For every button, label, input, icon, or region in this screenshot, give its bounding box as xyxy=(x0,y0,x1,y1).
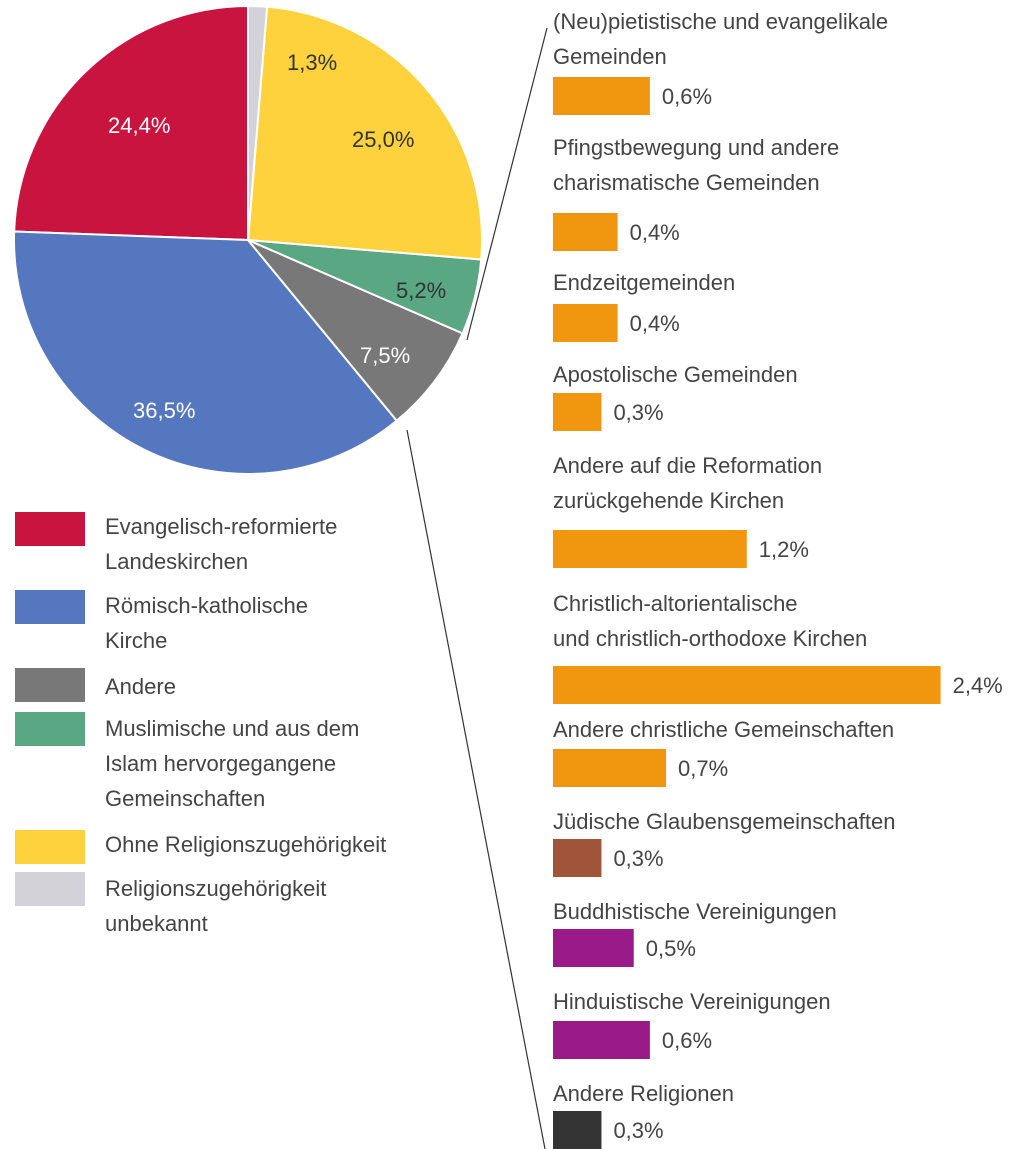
bar-category: Pfingstbewegung und andere charismatisch… xyxy=(553,135,840,195)
bar xyxy=(553,530,747,568)
bar-category: Hinduistische Vereinigungen xyxy=(553,989,831,1014)
bar-value-label: 0,3% xyxy=(613,846,664,871)
legend-swatch xyxy=(15,590,85,624)
bar-value-label: 0,5% xyxy=(645,936,696,961)
legend-label: Andere xyxy=(105,674,176,699)
bar-value-label: 0,6% xyxy=(661,84,713,109)
bar xyxy=(553,749,667,787)
bar-category: Apostolische Gemeinden xyxy=(553,362,798,387)
bar-value-label: 0,3% xyxy=(613,400,664,425)
bar-category: Andere christliche Gemeinschaften xyxy=(553,717,895,742)
bar-category: Christlich-altorientalische und christli… xyxy=(553,591,868,651)
pie-slice xyxy=(13,4,249,242)
bar-value-label: 0,6% xyxy=(661,1028,713,1053)
bar xyxy=(553,839,602,877)
slice-label: 7,5% xyxy=(360,343,411,368)
bar-category: Andere Religionen xyxy=(553,1081,735,1106)
pie-slice xyxy=(247,239,464,423)
bar xyxy=(553,1111,602,1149)
pie-slice xyxy=(247,4,269,241)
bar-category: Buddhistische Vereinigungen xyxy=(553,899,837,924)
slice-label: 1,3% xyxy=(287,50,338,75)
pie-slice xyxy=(13,230,399,475)
slice-label: 24,4% xyxy=(108,113,171,138)
bar-category: Jüdische Glaubensgemeinschaften xyxy=(553,809,896,834)
slice-label: 36,5% xyxy=(133,398,196,423)
bar xyxy=(553,304,618,342)
slice-label: 25,0% xyxy=(352,127,415,152)
bar xyxy=(553,929,634,967)
pie-slice xyxy=(246,5,483,261)
bar-value-label: 0,4% xyxy=(629,311,680,336)
bar xyxy=(553,77,650,115)
connector-line xyxy=(406,429,546,1149)
legend-swatch xyxy=(15,830,85,864)
connector-line xyxy=(466,27,548,341)
legend-swatch xyxy=(15,712,85,746)
legend-label: Muslimische und aus dem Islam hervorgega… xyxy=(105,716,360,811)
legend-swatch xyxy=(15,872,85,906)
bar xyxy=(553,666,941,704)
bar-value-label: 0,7% xyxy=(678,756,729,781)
bar-category: (Neu)pietistische und evangelikale Gemei… xyxy=(553,9,889,69)
bar xyxy=(553,393,602,431)
slice-label: 5,2% xyxy=(396,278,447,303)
legend-label: Ohne Religionszugehörigkeit xyxy=(105,832,387,857)
legend-label: Religionszugehörigkeit unbekannt xyxy=(105,876,327,936)
legend-label: Römisch-katholische Kirche xyxy=(105,593,308,653)
bar-value-label: 2,4% xyxy=(952,673,1003,698)
bar-value-label: 0,4% xyxy=(629,220,680,245)
bar xyxy=(553,1021,650,1059)
bar xyxy=(553,213,618,251)
legend-swatch xyxy=(15,668,85,702)
bar-value-label: 0,3% xyxy=(613,1118,664,1143)
legend-swatch xyxy=(15,512,85,546)
legend-label: Evangelisch-reformierte Landeskirchen xyxy=(105,514,338,574)
bar-category: Andere auf die Reformation zurückgehende… xyxy=(553,453,823,513)
bar-value-label: 1,2% xyxy=(758,537,809,562)
bar-category: Endzeitgemeinden xyxy=(553,270,736,295)
